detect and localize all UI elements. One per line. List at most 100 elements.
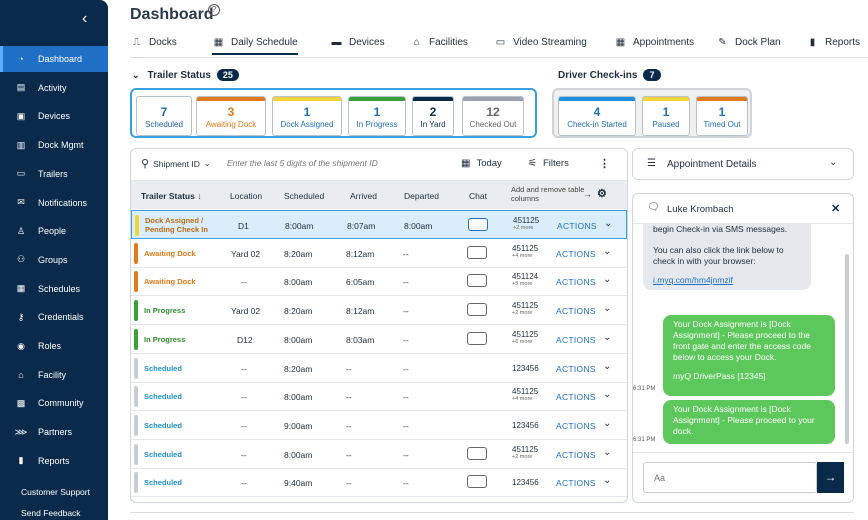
sidebar-item-credentials[interactable]: ⚷ Credentials xyxy=(0,304,108,330)
col-trailer-status[interactable]: Trailer Status ↓ xyxy=(141,191,202,201)
shipment-search-input[interactable] xyxy=(227,158,447,168)
chat-scrollbar[interactable] xyxy=(845,254,849,444)
actions-button[interactable]: ACTIONS xyxy=(556,248,596,259)
chevron-down-icon[interactable]: ⌄ xyxy=(604,218,613,229)
status-card-label: Dock Assigned xyxy=(280,120,334,129)
close-icon[interactable]: ✕ xyxy=(831,203,841,215)
status-card-awaiting-dock[interactable]: 3 Awaiting Dock xyxy=(196,96,266,136)
actions-button[interactable]: ACTIONS xyxy=(557,221,597,231)
help-icon[interactable]: ? xyxy=(208,4,220,16)
sidebar-item-roles[interactable]: ◉ Roles xyxy=(0,333,108,359)
sidebar-item-people[interactable]: ♙ People xyxy=(0,218,108,244)
tab-reports[interactable]: ▮ Reports xyxy=(806,37,860,48)
table-row[interactable]: Scheduled -- 9:00am -- -- 123456 ACTIONS… xyxy=(131,411,627,440)
send-button[interactable]: → xyxy=(817,462,844,493)
col-location[interactable]: Location xyxy=(230,191,263,201)
actions-button[interactable]: ACTIONS xyxy=(556,420,596,431)
shipment-more: +2 more xyxy=(512,310,533,317)
arrow-right-icon[interactable]: → xyxy=(583,189,592,199)
table-row[interactable]: Scheduled -- 8:00am -- -- 451125 +2 more … xyxy=(131,440,627,469)
tab-docks[interactable]: ⎍ Docks xyxy=(130,37,177,48)
actions-button[interactable]: ACTIONS xyxy=(556,392,596,403)
table-row[interactable]: Scheduled -- 9:40am -- -- 123456 ACTIONS… xyxy=(131,468,627,498)
sidebar-item-dashboard[interactable]: ◔ Dashboard xyxy=(0,46,108,72)
status-card-timed-out[interactable]: 1 Timed Out xyxy=(696,96,748,136)
col-departed[interactable]: Departed xyxy=(404,191,439,201)
filters-button[interactable]: ⚟ Filters xyxy=(528,158,569,169)
chevron-down-icon[interactable]: ⌄ xyxy=(829,157,838,168)
status-card-dock-assigned[interactable]: 1 Dock Assigned xyxy=(272,96,342,136)
chat-messages[interactable]: begin Check-in via SMS messages. You can… xyxy=(633,224,853,452)
col-arrived[interactable]: Arrived xyxy=(350,191,377,201)
status-card-paused[interactable]: 1 Paused xyxy=(642,96,690,136)
chat-bubble-icon[interactable] xyxy=(467,274,487,288)
sidebar-item-facility[interactable]: ⌂ Facility xyxy=(0,362,108,388)
table-row[interactable]: In Progress D12 8:00am 8:03am -- 451125 +… xyxy=(131,325,627,354)
today-button[interactable]: ▦ Today xyxy=(461,158,502,169)
chat-bubble-icon[interactable] xyxy=(467,303,487,317)
chat-message-input[interactable] xyxy=(643,462,817,493)
status-card-scheduled[interactable]: 7 Scheduled xyxy=(136,96,192,136)
col-scheduled[interactable]: Scheduled xyxy=(284,191,325,201)
chat-bubble-icon[interactable] xyxy=(467,475,487,489)
table-row[interactable]: Dock Assigned / Pending Check In D1 8:00… xyxy=(131,210,627,239)
sidebar-item-trailers[interactable]: ▭ Trailers xyxy=(0,161,108,187)
row-arrived: -- xyxy=(346,392,352,403)
sidebar-item-community[interactable]: ▩ Community xyxy=(0,390,108,416)
actions-button[interactable]: ACTIONS xyxy=(556,334,596,345)
actions-button[interactable]: ACTIONS xyxy=(556,478,596,489)
tab-devices[interactable]: ▬ Devices xyxy=(330,37,385,48)
chevron-down-icon[interactable]: ⌄ xyxy=(603,245,612,257)
chevron-down-icon[interactable]: ⌄ xyxy=(603,331,612,343)
add-remove-columns[interactable]: Add and remove table columns xyxy=(511,185,585,203)
send-feedback-link[interactable]: Send Feedback xyxy=(21,508,81,518)
sidebar-item-dock-mgmt[interactable]: ▥ Dock Mgmt xyxy=(0,132,108,158)
table-row[interactable]: In Progress Yard 02 8:20am 8:12am -- 451… xyxy=(131,296,627,326)
actions-button[interactable]: ACTIONS xyxy=(556,277,596,288)
tab-daily-schedule[interactable]: ▦ Daily Schedule xyxy=(212,37,298,55)
actions-button[interactable]: ACTIONS xyxy=(556,306,596,317)
table-row[interactable]: Scheduled -- 8:20am -- -- 123456 ACTIONS… xyxy=(131,354,627,383)
tab-facilities[interactable]: ⌂ Facilities xyxy=(410,37,467,48)
tab-dock-plan[interactable]: ✎ Dock Plan xyxy=(716,37,780,48)
more-options-icon[interactable]: ⋮ xyxy=(599,158,610,170)
chevron-down-icon[interactable]: ⌄ xyxy=(603,417,612,429)
tab-appointments[interactable]: ▦ Appointments xyxy=(614,37,694,48)
sidebar-item-reports[interactable]: ▮ Reports xyxy=(0,448,108,474)
chat-bubble-icon[interactable] xyxy=(467,446,487,460)
sidebar-item-notifications[interactable]: ✉ Notifications xyxy=(0,190,108,216)
shipment-id-filter[interactable]: ⚲ Shipment ID ⌄ xyxy=(141,157,211,170)
status-card-in-yard[interactable]: 2 In Yard xyxy=(412,96,454,136)
trailer-status-header[interactable]: ⌄ Trailer Status 25 xyxy=(132,69,239,81)
col-chat[interactable]: Chat xyxy=(469,191,487,201)
chevron-down-icon[interactable]: ⌄ xyxy=(603,303,612,315)
chat-bubble-icon[interactable] xyxy=(467,245,487,259)
actions-button[interactable]: ACTIONS xyxy=(556,363,596,374)
chevron-down-icon[interactable]: ⌄ xyxy=(603,274,612,286)
sidebar-item-schedules[interactable]: ▦ Schedules xyxy=(0,276,108,302)
chevron-down-icon[interactable]: ⌄ xyxy=(603,389,612,401)
chevron-down-icon[interactable]: ⌄ xyxy=(603,360,612,372)
collapse-chevron-icon[interactable]: ‹ xyxy=(82,10,88,27)
chevron-down-icon[interactable]: ⌄ xyxy=(603,475,612,487)
status-card-checked-out[interactable]: 12 Checked Out xyxy=(462,96,524,136)
table-row[interactable]: Awaiting Dock Yard 02 8:20am 8:12am -- 4… xyxy=(131,239,627,268)
checkin-link[interactable]: i.myq.com/hm4jnmzif xyxy=(653,275,733,285)
sidebar-item-devices[interactable]: ▣ Devices xyxy=(0,103,108,129)
chat-bubble-icon[interactable] xyxy=(467,331,487,345)
sidebar-item-groups[interactable]: ⚇ Groups xyxy=(0,247,108,273)
sidebar-item-partners[interactable]: ⋙ Partners xyxy=(0,419,108,445)
actions-button[interactable]: ACTIONS xyxy=(556,449,596,460)
appointment-details[interactable]: ☰ Appointment Details ⌄ xyxy=(632,148,854,180)
chevron-down-icon[interactable]: ⌄ xyxy=(132,69,140,80)
table-row[interactable]: Scheduled -- 8:00am -- -- 451125 +4 more … xyxy=(131,382,627,412)
chat-bubble-icon[interactable] xyxy=(468,218,488,231)
chevron-down-icon[interactable]: ⌄ xyxy=(603,446,612,458)
status-card-in-progress[interactable]: 1 In Progress xyxy=(348,96,406,136)
customer-support-link[interactable]: Customer Support xyxy=(21,487,90,497)
status-card-check-in-started[interactable]: 4 Check-in Started xyxy=(558,96,636,136)
tab-video-streaming[interactable]: ▭ Video Streaming xyxy=(494,37,587,48)
table-row[interactable]: Awaiting Dock -- 8:00am 6:05am -- 451124… xyxy=(131,267,627,297)
gear-icon[interactable]: ⚙ xyxy=(597,188,607,200)
sidebar-item-activity[interactable]: ▤ Activity xyxy=(0,75,108,101)
